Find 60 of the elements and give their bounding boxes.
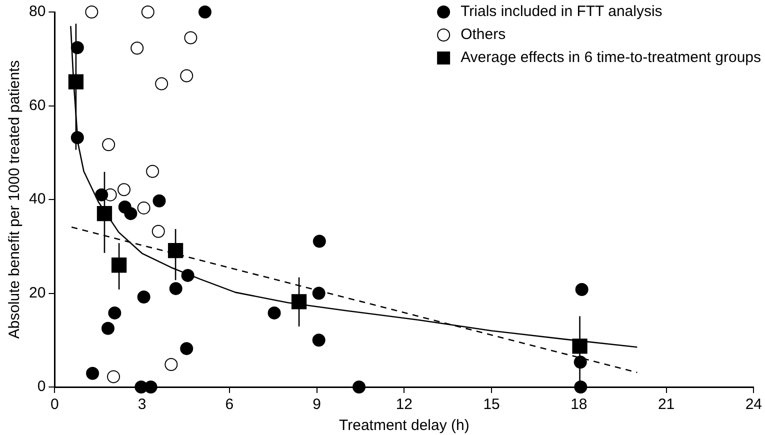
point [70,41,84,54]
point [198,6,212,18]
y-tick-label: 0 [37,378,46,396]
point [184,31,198,44]
y-tick-label: 40 [28,190,46,208]
y-tick-label: 20 [28,284,46,302]
x-tick-label: 6 [225,396,234,414]
point [137,290,150,304]
point [152,224,165,238]
point [124,207,138,220]
point [95,188,108,202]
x-tick-label: 9 [312,396,321,414]
point [352,380,366,394]
point [574,356,587,369]
point [111,258,127,273]
x-tick-label: 24 [745,396,762,414]
legend-label: Trials included in FTT analysis [460,3,662,20]
point [101,322,114,335]
point [141,6,154,18]
point [268,306,281,320]
y-tick-label: 60 [28,96,46,114]
x-tick-label: 0 [50,396,59,414]
point [291,294,307,310]
y-axis-title: Absolute benefit per 1000 treated patients [6,60,24,339]
point [146,164,160,178]
x-tick-label: 3 [138,396,146,414]
y-tick-label: 80 [28,3,46,20]
x-tick-label: 18 [570,396,588,414]
point [575,283,588,296]
point [85,6,98,18]
point [108,306,122,320]
point [70,131,84,144]
point [137,201,150,214]
point [86,366,100,380]
point [572,338,588,354]
point [180,69,194,82]
point [144,380,158,394]
point [130,42,144,55]
point [312,334,326,347]
point [152,194,166,208]
point [102,138,116,152]
x-tick-label: 12 [396,396,413,414]
point [107,370,120,384]
legend-label: Others [460,26,506,44]
point [180,342,194,356]
point [169,282,182,296]
x-tick-label: 21 [658,396,675,414]
x-axis-title: Treatment delay (h) [339,417,470,434]
point [181,268,194,282]
point [155,77,168,90]
point [68,74,84,90]
point [168,243,184,258]
point [574,380,588,394]
point [312,286,326,300]
x-tick-label: 15 [483,396,500,414]
point [312,234,326,248]
point [118,183,130,196]
point [164,358,178,371]
point [96,206,112,222]
legend-label: Average effects in 6 time-to-treatment groups [460,49,762,66]
